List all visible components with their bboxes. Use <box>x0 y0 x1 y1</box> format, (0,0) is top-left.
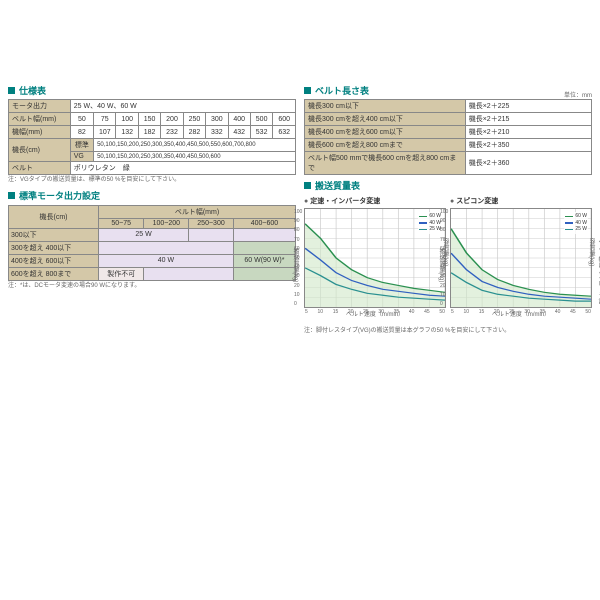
beltlen-title: ベルト長さ表 <box>304 84 369 97</box>
transport-title: 搬送質量表 <box>304 179 592 192</box>
chart-inverter: 定速・インバータ変速 60 W40 W25 W 搬送質量(kg) ベルト幅による… <box>304 196 446 318</box>
beltlen-table: 機長300 cm以下機長×2＋225機長300 cmを超え400 cm以下機長×… <box>304 99 592 175</box>
motor-title: 標準モータ出力設定 <box>8 189 296 202</box>
transport-note: 注：脚付レスタイプ(VG)の搬送質量は本グラフの50 %を目安にして下さい。 <box>304 328 592 336</box>
motor-note: 注：*は、DCモータ変速の場合90 Wになります。 <box>8 283 296 291</box>
spec-title: 仕様表 <box>8 84 296 97</box>
spec-note: 注：VGタイプの搬送質量は、標準の50 %を目安にして下さい。 <box>8 177 296 185</box>
motor-table: 機長(cm)ベルト幅(mm) 50~75100~200250~300400~60… <box>8 205 296 281</box>
chart-spcon: スピコン変速 60 W40 W25 W 搬送質量(kg) ベルト幅によるローラ許… <box>450 196 592 318</box>
beltlen-unit: 単位：mm <box>564 90 592 99</box>
spec-table: モータ出力25 W、40 W、60 W ベルト幅(mm)507510015020… <box>8 99 296 175</box>
